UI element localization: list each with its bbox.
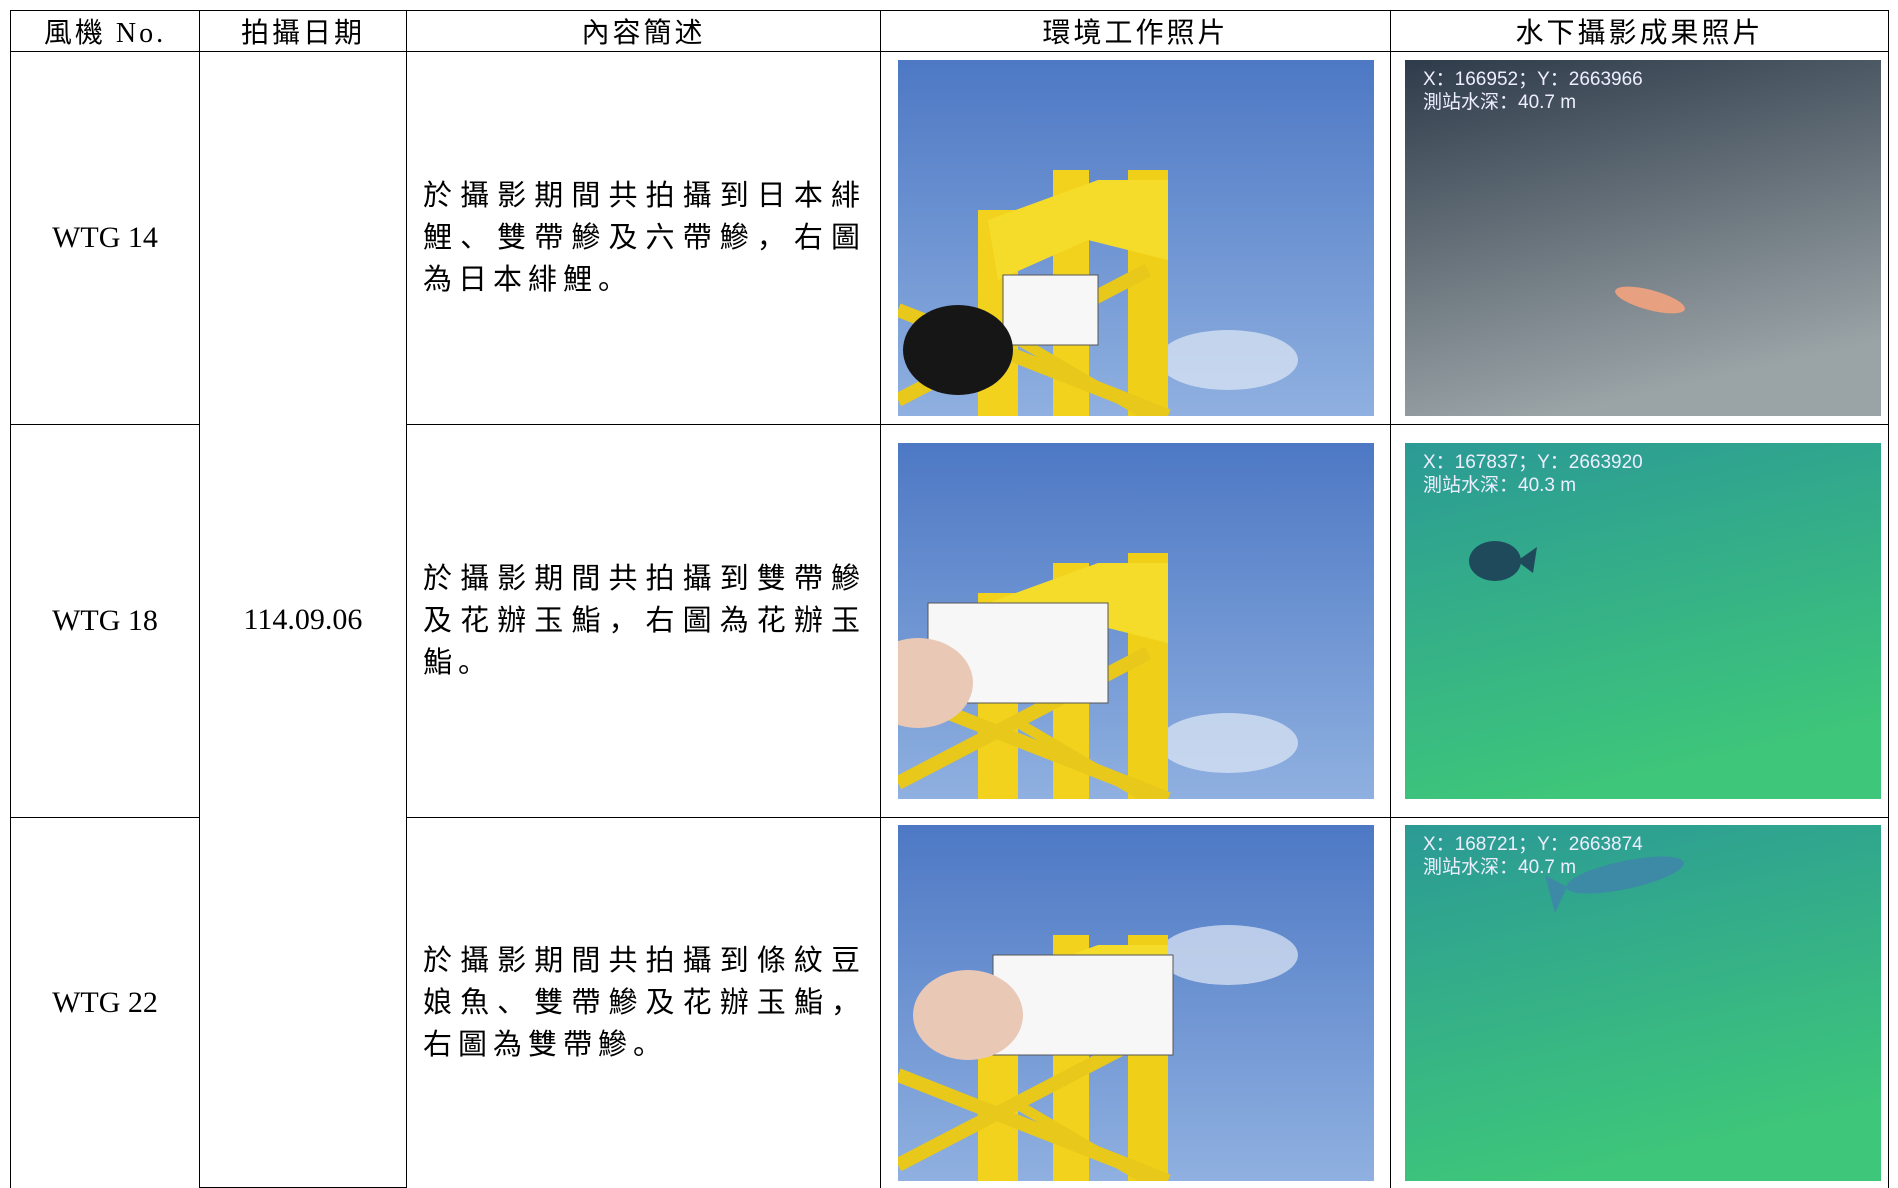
header-cell: 環境工作照片: [880, 10, 1391, 52]
env-photo-cell: [880, 51, 1391, 425]
table-row: WTG 18 於攝影期間共拍攝到雙帶鰺及花辦玉鮨，右圖為花辦玉鮨。 X：16783…: [10, 424, 1889, 818]
table-row: WTG 14 114.09.06 於攝影期間共拍攝到日本緋鯉、雙帶鰺及六帶鰺，右圖為…: [10, 51, 1889, 1188]
underwater-photo: X：166952；Y：2663966 測站水深：40.7 m: [1405, 60, 1881, 416]
turbine-cell: WTG 14: [10, 51, 200, 425]
description-cell: 於攝影期間共拍攝到雙帶鰺及花辦玉鮨，右圖為花辦玉鮨。: [406, 424, 881, 818]
env-photo: [897, 824, 1374, 1181]
depth: 測站水深：40.7 m: [1423, 92, 1577, 113]
env-photo-cell: [880, 424, 1391, 818]
survey-table: 風機 No. 拍攝日期 內容簡述 環境工作照片 水下攝影成果照片 WTG 14 114.0…: [10, 10, 1889, 1188]
depth: 測站水深：40.7 m: [1423, 856, 1577, 878]
coordinates: X：167837；Y：2663920: [1423, 452, 1643, 473]
underwater-photo: X：167837；Y：2663920 測站水深：40.3 m: [1405, 443, 1881, 799]
table-body: WTG 14 114.09.06 於攝影期間共拍攝到日本緋鯉、雙帶鰺及六帶鰺，右圖為…: [10, 51, 1889, 1188]
photo-overlay: X：168721；Y：2663874 測站水深：40.7 m: [1423, 833, 1643, 879]
env-photo-art: [897, 60, 1374, 416]
header-cell: 水下攝影成果照片: [1390, 10, 1889, 52]
env-photo: [897, 60, 1374, 416]
env-photo-cell: [880, 817, 1391, 1188]
turbine-cell: WTG 22: [10, 817, 200, 1188]
underwater-photo-art: [1405, 60, 1881, 416]
env-photo-art: [897, 443, 1374, 799]
header-cell: 拍攝日期: [199, 10, 407, 52]
env-photo: [897, 443, 1374, 799]
depth: 測站水深：40.3 m: [1423, 475, 1577, 496]
underwater-photo-art: [1405, 824, 1881, 1181]
photo-overlay: X：166952；Y：2663966 測站水深：40.7 m: [1423, 68, 1643, 114]
table-row: WTG 22 於攝影期間共拍攝到條紋豆娘魚、雙帶鰺及花辦玉鮨，右圖為雙帶鰺。 X：…: [10, 817, 1889, 1188]
header-cell: 內容簡述: [406, 10, 881, 52]
underwater-photo: X：168721；Y：2663874 測站水深：40.7 m: [1405, 824, 1881, 1181]
photo-overlay: X：167837；Y：2663920 測站水深：40.3 m: [1423, 451, 1643, 497]
turbine-cell: WTG 18: [10, 424, 200, 818]
underwater-photo-art: [1405, 443, 1881, 799]
env-photo-art: [897, 824, 1374, 1181]
coordinates: X：166952；Y：2663966: [1423, 69, 1643, 90]
description-cell: 於攝影期間共拍攝到日本緋鯉、雙帶鰺及六帶鰺，右圖為日本緋鯉。: [406, 51, 881, 425]
underwater-photo-cell: X：167837；Y：2663920 測站水深：40.3 m: [1390, 424, 1889, 818]
underwater-photo-cell: X：168721；Y：2663874 測站水深：40.7 m: [1390, 817, 1889, 1188]
date-cell: 114.09.06: [199, 51, 407, 1188]
underwater-photo-cell: X：166952；Y：2663966 測站水深：40.7 m: [1390, 51, 1889, 425]
header-row: 風機 No. 拍攝日期 內容簡述 環境工作照片 水下攝影成果照片: [10, 10, 1889, 52]
coordinates: X：168721；Y：2663874: [1423, 833, 1643, 855]
description-cell: 於攝影期間共拍攝到條紋豆娘魚、雙帶鰺及花辦玉鮨，右圖為雙帶鰺。: [406, 817, 881, 1188]
header-cell: 風機 No.: [10, 10, 200, 52]
